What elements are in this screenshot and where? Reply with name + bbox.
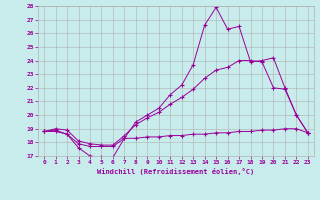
X-axis label: Windchill (Refroidissement éolien,°C): Windchill (Refroidissement éolien,°C) (97, 168, 255, 175)
